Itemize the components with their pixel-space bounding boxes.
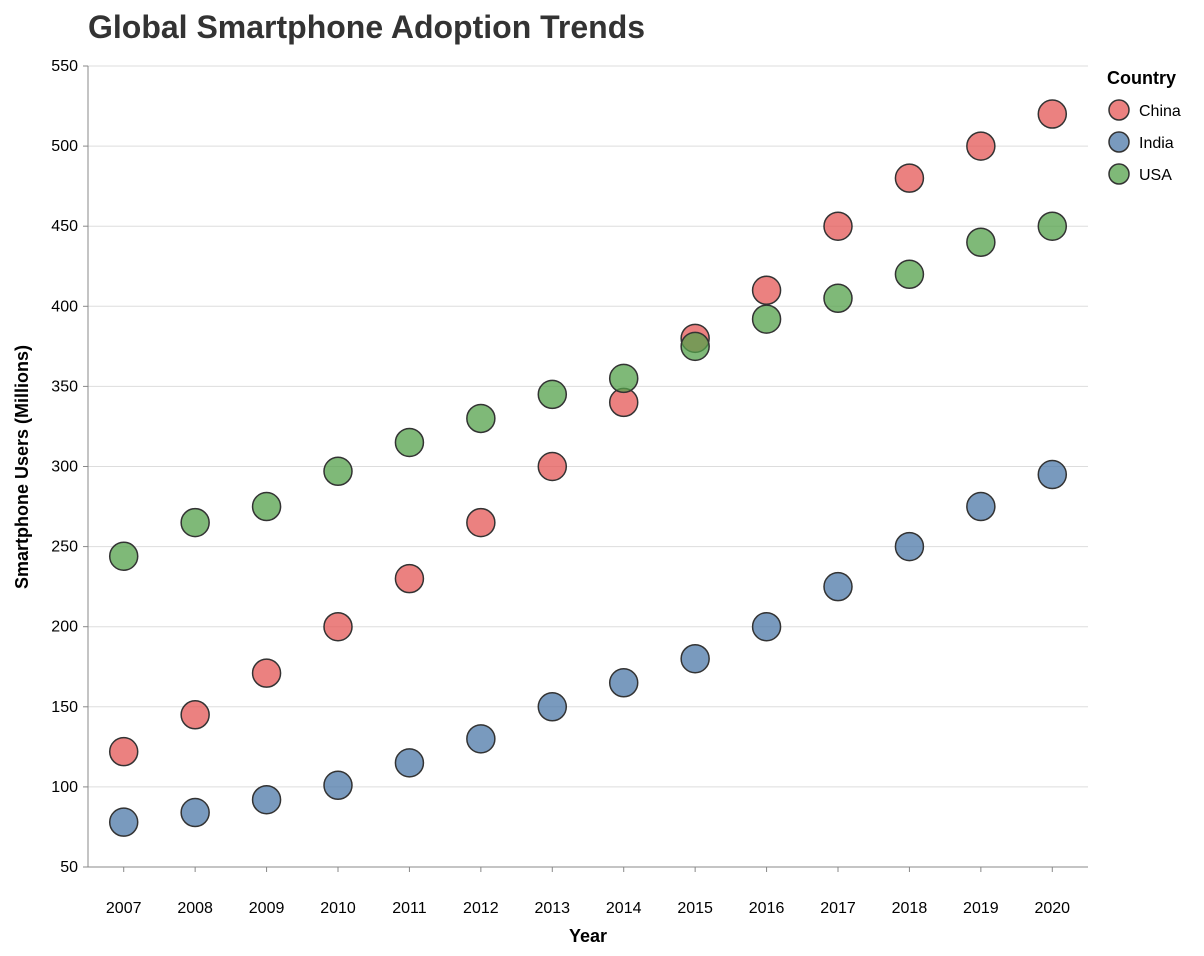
data-point-usa-2013 (537, 379, 568, 410)
y-tick-label: 100 (51, 779, 78, 796)
data-point-usa-2010 (323, 456, 353, 487)
data-point-china-2007 (108, 736, 139, 767)
data-point-china-2018 (894, 163, 925, 193)
data-point-india-2010 (323, 770, 353, 801)
x-tick-label: 2020 (1034, 900, 1070, 917)
legend-label-usa: USA (1139, 167, 1172, 184)
data-point-india-2013 (537, 692, 568, 722)
data-point-usa-2015 (680, 331, 710, 362)
data-point-usa-2020 (1037, 211, 1068, 241)
y-tick-label: 500 (51, 138, 78, 155)
data-point-india-2009 (251, 784, 282, 815)
x-axis: 2007 2008 2009 2010 2011 2012 2013 2014 2015 2016… (88, 866, 1088, 917)
data-point-china-2020 (1037, 99, 1068, 129)
data-point-india-2019 (966, 491, 996, 522)
x-tick-label: 2010 (320, 900, 356, 917)
data-point-china-2017 (823, 211, 853, 241)
y-axis-title: Smartphone Users (Millions) (12, 345, 32, 589)
data-point-india-2017 (823, 571, 853, 602)
legend-symbol-china (1108, 99, 1130, 121)
x-tick-label: 2007 (106, 900, 142, 917)
data-point-usa-2014 (608, 363, 639, 394)
x-tick-label: 2018 (892, 900, 928, 917)
data-point-china-2010 (323, 611, 353, 642)
y-tick-label: 550 (51, 58, 78, 75)
x-tick-label: 2009 (249, 900, 285, 917)
data-point-china-2013 (537, 451, 568, 482)
legend-title: Country (1107, 68, 1176, 88)
data-point-china-2019 (966, 131, 996, 161)
data-point-india-2015 (680, 643, 710, 674)
data-point-india-2020 (1037, 459, 1068, 490)
legend-symbol-usa (1108, 163, 1130, 185)
data-point-usa-2018 (894, 259, 925, 290)
data-point-india-2008 (180, 797, 210, 828)
data-point-china-2011 (394, 563, 425, 594)
data-point-india-2014 (608, 668, 639, 698)
legend: Country China India USA (1107, 68, 1181, 185)
data-point-usa-2019 (966, 227, 996, 257)
y-tick-label: 200 (51, 619, 78, 636)
data-point-india-2011 (394, 748, 425, 778)
x-tick-label: 2008 (177, 900, 213, 917)
data-point-usa-2012 (466, 403, 496, 434)
gridlines (88, 65, 1088, 868)
chart-title: Global Smartphone Adoption Trends (88, 9, 645, 45)
data-point-china-2012 (466, 507, 496, 538)
y-tick-label: 450 (51, 218, 78, 235)
y-tick-label: 150 (51, 699, 78, 716)
x-tick-label: 2019 (963, 900, 999, 917)
y-axis: 50 100 150 200 250 300 350 400 450 500 550 (51, 58, 89, 876)
x-axis-title: Year (569, 926, 607, 946)
data-point-usa-2008 (180, 507, 210, 538)
x-tick-label: 2011 (392, 900, 427, 917)
legend-label-china: China (1139, 103, 1181, 120)
data-point-china-2016 (751, 275, 782, 306)
data-point-usa-2007 (108, 541, 139, 571)
x-tick-label: 2012 (463, 900, 499, 917)
data-point-india-2012 (466, 724, 496, 754)
y-tick-label: 250 (51, 539, 78, 556)
data-point-usa-2016 (751, 304, 782, 334)
y-tick-label: 50 (60, 859, 78, 876)
legend-label-india: India (1139, 135, 1174, 152)
data-points (108, 99, 1068, 837)
legend-symbol-india (1108, 131, 1130, 153)
x-tick-label: 2015 (677, 900, 713, 917)
data-point-usa-2017 (823, 283, 853, 314)
y-tick-label: 400 (51, 298, 78, 315)
y-tick-label: 300 (51, 459, 78, 476)
x-tick-label: 2014 (606, 900, 642, 917)
data-point-china-2008 (180, 700, 210, 730)
data-point-usa-2009 (251, 491, 282, 522)
data-point-india-2016 (751, 611, 782, 642)
data-point-usa-2011 (394, 427, 425, 458)
data-point-china-2009 (251, 658, 282, 688)
data-point-india-2018 (894, 531, 925, 562)
y-tick-label: 350 (51, 378, 78, 395)
x-tick-label: 2016 (749, 900, 785, 917)
x-tick-label: 2017 (820, 900, 856, 917)
x-tick-label: 2013 (534, 900, 570, 917)
data-point-india-2007 (108, 807, 139, 837)
